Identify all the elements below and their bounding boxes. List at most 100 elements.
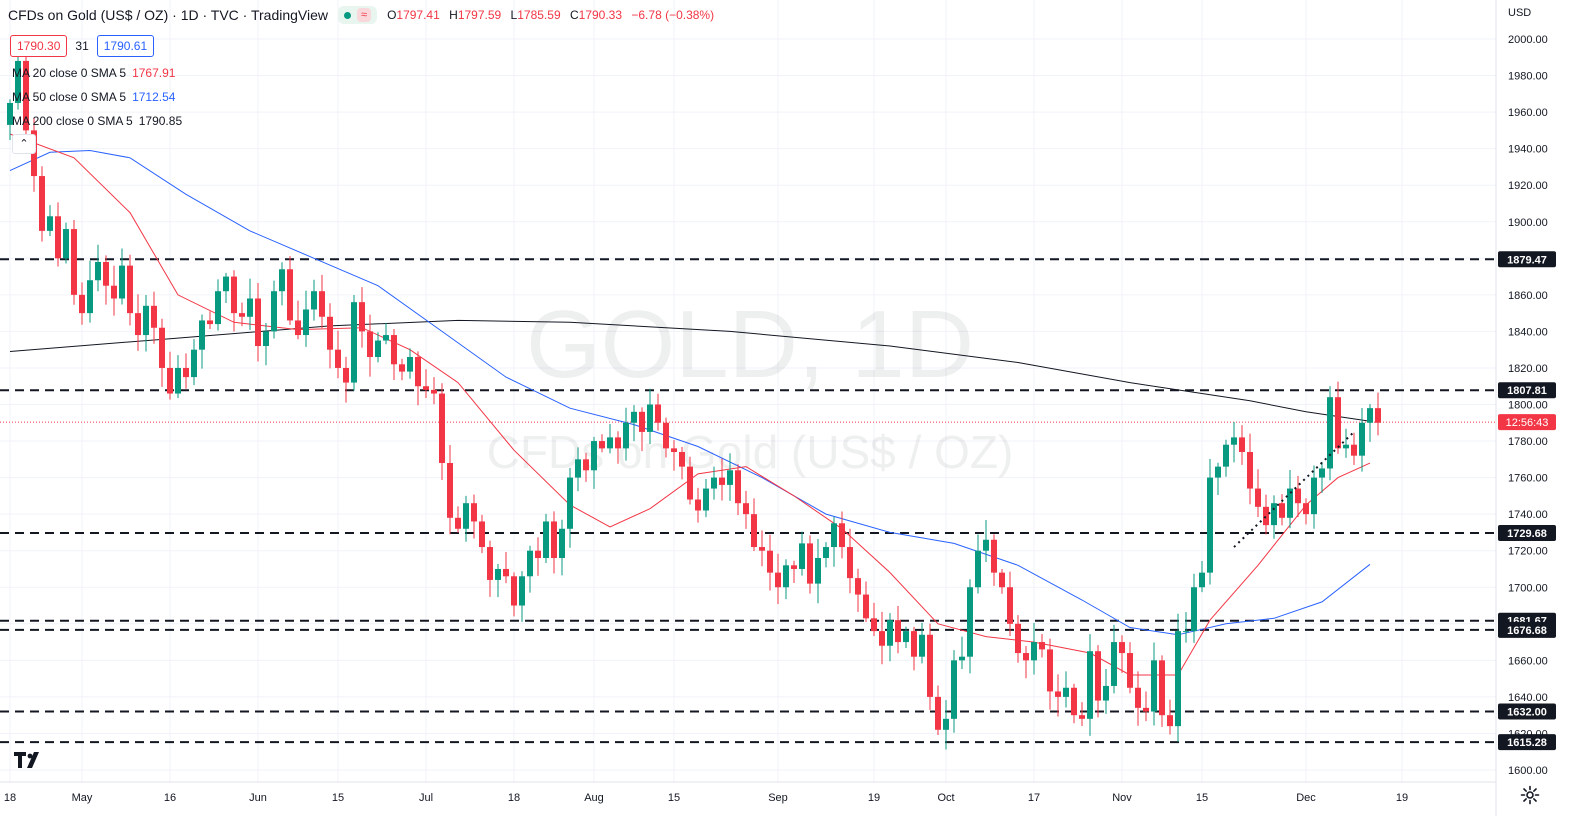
level-price-label: 1615.28 [1507, 737, 1547, 749]
horizontal-levels [0, 258, 1496, 744]
candle-body [1063, 687, 1069, 697]
candle-body [423, 386, 429, 390]
candle-body [519, 576, 525, 606]
candle-body [815, 558, 821, 584]
time-tick-label: 15 [1196, 792, 1208, 804]
candle-body [879, 631, 885, 646]
candle-body [1215, 466, 1221, 478]
level-price-tag [1498, 382, 1556, 399]
candle-body [799, 543, 805, 569]
candle-body [1351, 444, 1357, 456]
level-price-label: 1879.47 [1507, 254, 1547, 266]
ohlc-values: O1797.41 H1797.59 L1785.59 C1790.33 −6.7… [387, 8, 715, 22]
candle-body [711, 477, 717, 489]
candle-body [1231, 437, 1237, 445]
candle-body [975, 550, 981, 588]
candle-body [183, 367, 189, 378]
candle-body [15, 60, 21, 103]
currency-label[interactable]: USD [1508, 7, 1532, 19]
candle-body [1303, 503, 1309, 515]
candle-body [551, 521, 557, 559]
indicator-ma20[interactable]: MA 20 close 0 SMA 5 1767.91 [12, 66, 176, 80]
candle-body [615, 437, 621, 449]
candle-body [167, 367, 173, 394]
candle-body [919, 634, 925, 657]
candle-body [351, 302, 357, 383]
candle-body [751, 514, 757, 548]
time-tick-label: Dec [1296, 792, 1316, 804]
candle-body [775, 572, 781, 588]
market-status-pill[interactable]: ≈ [338, 6, 378, 24]
candle-body [511, 576, 517, 606]
candle-body [231, 276, 237, 314]
candle-body [911, 631, 917, 657]
candle-body [127, 265, 133, 314]
candle-body [39, 176, 45, 231]
buy-price-button[interactable]: 1790.61 [96, 35, 155, 57]
price-tick-label: 1780.00 [1508, 436, 1548, 448]
candle-body [47, 216, 53, 231]
candle-body [415, 356, 421, 387]
chevron-up-icon[interactable]: ⌃ [12, 134, 36, 154]
candle-body [591, 441, 597, 471]
candle-body [959, 656, 965, 661]
candles [7, 42, 1381, 750]
gear-icon[interactable] [1520, 785, 1540, 805]
watermark-name: CFDs on Gold (US$ / OZ) [487, 426, 1014, 478]
candle-body [759, 547, 765, 551]
candle-body [399, 364, 405, 372]
candle-body [455, 517, 461, 529]
spread-value: 31 [75, 39, 89, 53]
candle-body [495, 568, 501, 580]
candle-body [863, 594, 869, 619]
candle-body [871, 618, 877, 632]
price-tick-label: 1900.00 [1508, 217, 1548, 229]
tradingview-logo-icon[interactable] [12, 748, 42, 772]
candle-body [1055, 691, 1061, 697]
symbol-title[interactable]: CFDs on Gold (US$ / OZ) · 1D · TVC · Tra… [8, 7, 329, 23]
candle-body [927, 634, 933, 697]
candle-body [503, 568, 509, 577]
candle-body [647, 404, 653, 432]
time-tick-label: 15 [332, 792, 344, 804]
candle-body [1343, 444, 1349, 449]
candle-body [1199, 572, 1205, 588]
bid-ask-panel: 1790.30 31 1790.61 [10, 35, 155, 57]
candle-body [1295, 488, 1301, 504]
candle-body [735, 470, 741, 504]
price-axis[interactable]: 1600.001620.001640.001660.001680.001700.… [1495, 0, 1556, 816]
level-price-tag [1498, 703, 1556, 720]
candle-body [79, 294, 85, 314]
candle-body [367, 331, 373, 357]
candle-body [1135, 687, 1141, 708]
candle-body [1095, 651, 1101, 701]
candle-body [575, 459, 581, 478]
candle-body [855, 578, 861, 595]
candle-body [95, 261, 101, 281]
candle-body [391, 335, 397, 365]
candle-body [783, 565, 789, 588]
candle-body [375, 340, 381, 357]
level-price-label: 1632.00 [1507, 707, 1547, 719]
sell-price-button[interactable]: 1790.30 [10, 35, 68, 57]
candle-body [559, 528, 565, 559]
level-price-tag [1498, 734, 1556, 751]
price-tick-label: 1860.00 [1508, 290, 1548, 302]
indicator-ma200[interactable]: MA 200 close 0 SMA 5 1790.85 [12, 114, 183, 128]
candle-body [631, 411, 637, 423]
trendline[interactable] [1233, 431, 1355, 548]
candle-body [343, 367, 349, 383]
candle-body [839, 523, 845, 548]
candle-body [1167, 715, 1173, 727]
candle-body [87, 280, 93, 314]
indicator-ma50[interactable]: MA 50 close 0 SMA 5 1712.54 [12, 90, 176, 104]
candle-body [1311, 477, 1317, 515]
time-axis[interactable]: 18 May 16 Jun 15 Jul 18 Aug 15 Sep 19 Oct 17 Nov 15 Dec… [0, 781, 1496, 804]
candle-body [1119, 642, 1125, 654]
chart-header: CFDs on Gold (US$ / OZ) · 1D · TVC · Tra… [8, 4, 720, 26]
time-tick-label: 19 [868, 792, 880, 804]
candle-body [255, 298, 261, 347]
candle-body [695, 499, 701, 511]
candle-body [279, 269, 285, 292]
